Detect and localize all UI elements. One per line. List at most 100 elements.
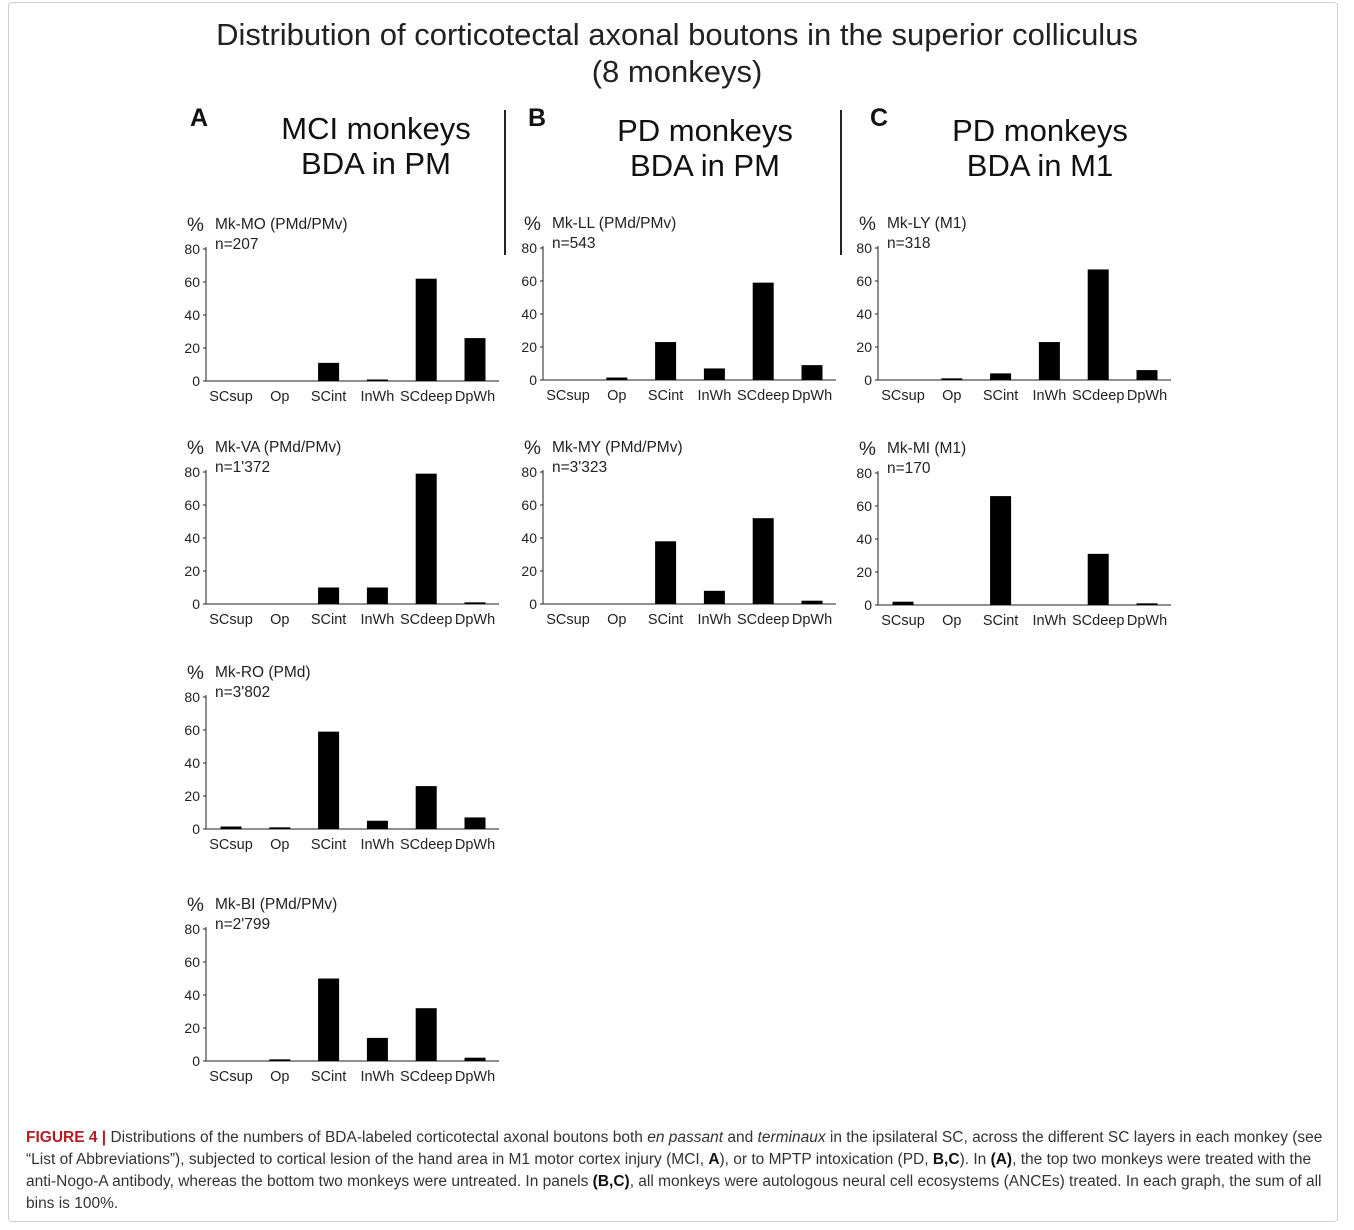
monkey-label: Mk-BI (PMd/PMv)	[215, 896, 337, 913]
bar-op	[606, 377, 628, 380]
y-tick-label: 60	[521, 497, 537, 513]
bar-scsup	[892, 601, 914, 605]
y-axis-label: %	[524, 438, 541, 459]
bar-scint	[990, 373, 1012, 380]
y-tick-label: 20	[856, 564, 872, 580]
bar-scdeep	[1087, 269, 1109, 380]
panel-b-heading-line2: BDA in PM	[630, 148, 780, 183]
bar-scdeep	[415, 278, 437, 381]
bar-charts-canvas: 0 20 40 60 80% Mk-MO (PMd/PMv) n=207 SCsup Op SCi…	[184, 214, 1171, 1085]
bar-inwh	[366, 820, 388, 829]
sample-size-label: n=3'802	[215, 684, 270, 701]
x-tick-label-scdeep: SCdeep	[400, 837, 452, 853]
chart-b-4: 0 20 40 60 80% Mk-LL (PMd/PMv) n=543 SCsup Op SCi…	[521, 214, 836, 404]
caption-text-2: and	[723, 1129, 758, 1146]
y-tick-label: 0	[529, 372, 537, 388]
x-tick-label-scdeep: SCdeep	[400, 1069, 452, 1085]
x-tick-label-inwh: InWh	[360, 389, 394, 405]
y-tick-label: 0	[192, 596, 200, 612]
panel-c-heading: PD monkeys BDA in M1	[880, 113, 1200, 183]
y-tick-label: 0	[529, 596, 537, 612]
bar-dpwh	[1136, 603, 1158, 605]
x-tick-label-dpwh: DpWh	[455, 837, 495, 853]
bar-inwh	[703, 368, 725, 380]
x-tick-label-scsup: SCsup	[209, 612, 253, 628]
figure-caption: FIGURE 4 | Distributions of the numbers …	[26, 1127, 1326, 1215]
caption-text-7: , all monkeys were autologous neural cel…	[26, 1173, 1322, 1212]
bar-dpwh	[801, 600, 823, 604]
x-tick-label-inwh: InWh	[360, 837, 394, 853]
x-tick-label-scint: SCint	[983, 388, 1018, 404]
caption-bold-3: (A)	[990, 1151, 1013, 1168]
y-tick-label: 20	[184, 563, 200, 579]
y-tick-label: 20	[184, 1020, 200, 1036]
chart-a-0: 0 20 40 60 80% Mk-MO (PMd/PMv) n=207 SCsup Op SCi…	[184, 215, 499, 405]
x-tick-label-scsup: SCsup	[881, 613, 925, 629]
y-tick-label: 40	[184, 755, 200, 771]
y-tick-label: 80	[184, 689, 200, 705]
x-tick-label-op: Op	[270, 612, 289, 628]
sample-size-label: n=2'799	[215, 916, 270, 933]
y-tick-label: 0	[864, 372, 872, 388]
monkey-label: Mk-MO (PMd/PMv)	[215, 216, 348, 233]
chart-a-3: 0 20 40 60 80% Mk-BI (PMd/PMv) n=2'799 SCsup Op S…	[184, 895, 499, 1085]
panel-b-heading-line1: PD monkeys	[617, 113, 793, 148]
x-tick-label-inwh: InWh	[1032, 388, 1066, 404]
x-tick-label-scsup: SCsup	[881, 388, 925, 404]
bar-scdeep	[415, 473, 437, 604]
x-tick-label-scdeep: SCdeep	[1072, 388, 1124, 404]
bar-scint	[318, 587, 340, 604]
bar-inwh	[366, 379, 388, 381]
sample-size-label: n=543	[552, 235, 596, 252]
chart-a-2: 0 20 40 60 80% Mk-RO (PMd) n=3'802 SCsup Op SCint…	[184, 663, 499, 853]
sample-size-label: n=318	[887, 235, 931, 252]
caption-italic-2: terminaux	[757, 1129, 826, 1146]
bar-dpwh	[801, 365, 823, 380]
bar-dpwh	[1136, 370, 1158, 380]
x-tick-label-scdeep: SCdeep	[400, 612, 452, 628]
caption-text-4: ), or to MPTP intoxication (PD,	[719, 1151, 933, 1168]
bar-scint	[990, 496, 1012, 605]
x-tick-label-inwh: InWh	[1032, 613, 1066, 629]
x-tick-label-scint: SCint	[311, 837, 346, 853]
y-axis-label: %	[187, 438, 204, 459]
x-tick-label-op: Op	[607, 612, 626, 628]
panel-a-heading-line2: BDA in PM	[301, 146, 451, 181]
x-tick-label-inwh: InWh	[697, 612, 731, 628]
x-tick-label-dpwh: DpWh	[455, 1069, 495, 1085]
y-tick-label: 40	[184, 307, 200, 323]
bar-op	[941, 378, 963, 380]
y-tick-label: 20	[184, 788, 200, 804]
x-tick-label-scsup: SCsup	[209, 389, 253, 405]
panel-divider-ab	[504, 110, 506, 255]
x-tick-label-scsup: SCsup	[546, 388, 590, 404]
x-tick-label-op: Op	[270, 837, 289, 853]
y-tick-label: 40	[856, 306, 872, 322]
figure-frame	[8, 2, 1338, 1222]
x-tick-label-inwh: InWh	[697, 388, 731, 404]
bar-scint	[318, 731, 340, 829]
y-tick-label: 60	[184, 954, 200, 970]
y-tick-label: 40	[184, 987, 200, 1003]
sample-size-label: n=1'372	[215, 459, 270, 476]
caption-text-5: ). In	[959, 1151, 991, 1168]
y-tick-label: 60	[521, 273, 537, 289]
y-tick-label: 40	[521, 306, 537, 322]
monkey-label: Mk-LL (PMd/PMv)	[552, 215, 676, 232]
panel-a-heading-line1: MCI monkeys	[281, 111, 471, 146]
sample-size-label: n=207	[215, 236, 259, 253]
x-tick-label-scint: SCint	[648, 388, 683, 404]
x-tick-label-scdeep: SCdeep	[737, 388, 789, 404]
x-tick-label-dpwh: DpWh	[1127, 388, 1167, 404]
caption-text-6: , the top two monkeys were treated with …	[26, 1151, 1312, 1190]
bar-scint	[318, 362, 340, 381]
monkey-label: Mk-MY (PMd/PMv)	[552, 439, 683, 456]
x-tick-label-scsup: SCsup	[546, 612, 590, 628]
figure-title-line2: (8 monkeys)	[591, 54, 763, 89]
bar-scint	[655, 342, 677, 380]
bar-op	[269, 1059, 291, 1061]
bar-scdeep	[415, 786, 437, 829]
panel-divider-bc	[840, 110, 842, 255]
chart-b-5: 0 20 40 60 80% Mk-MY (PMd/PMv) n=3'323 SCsup Op S…	[521, 438, 836, 628]
x-tick-label-dpwh: DpWh	[1127, 613, 1167, 629]
